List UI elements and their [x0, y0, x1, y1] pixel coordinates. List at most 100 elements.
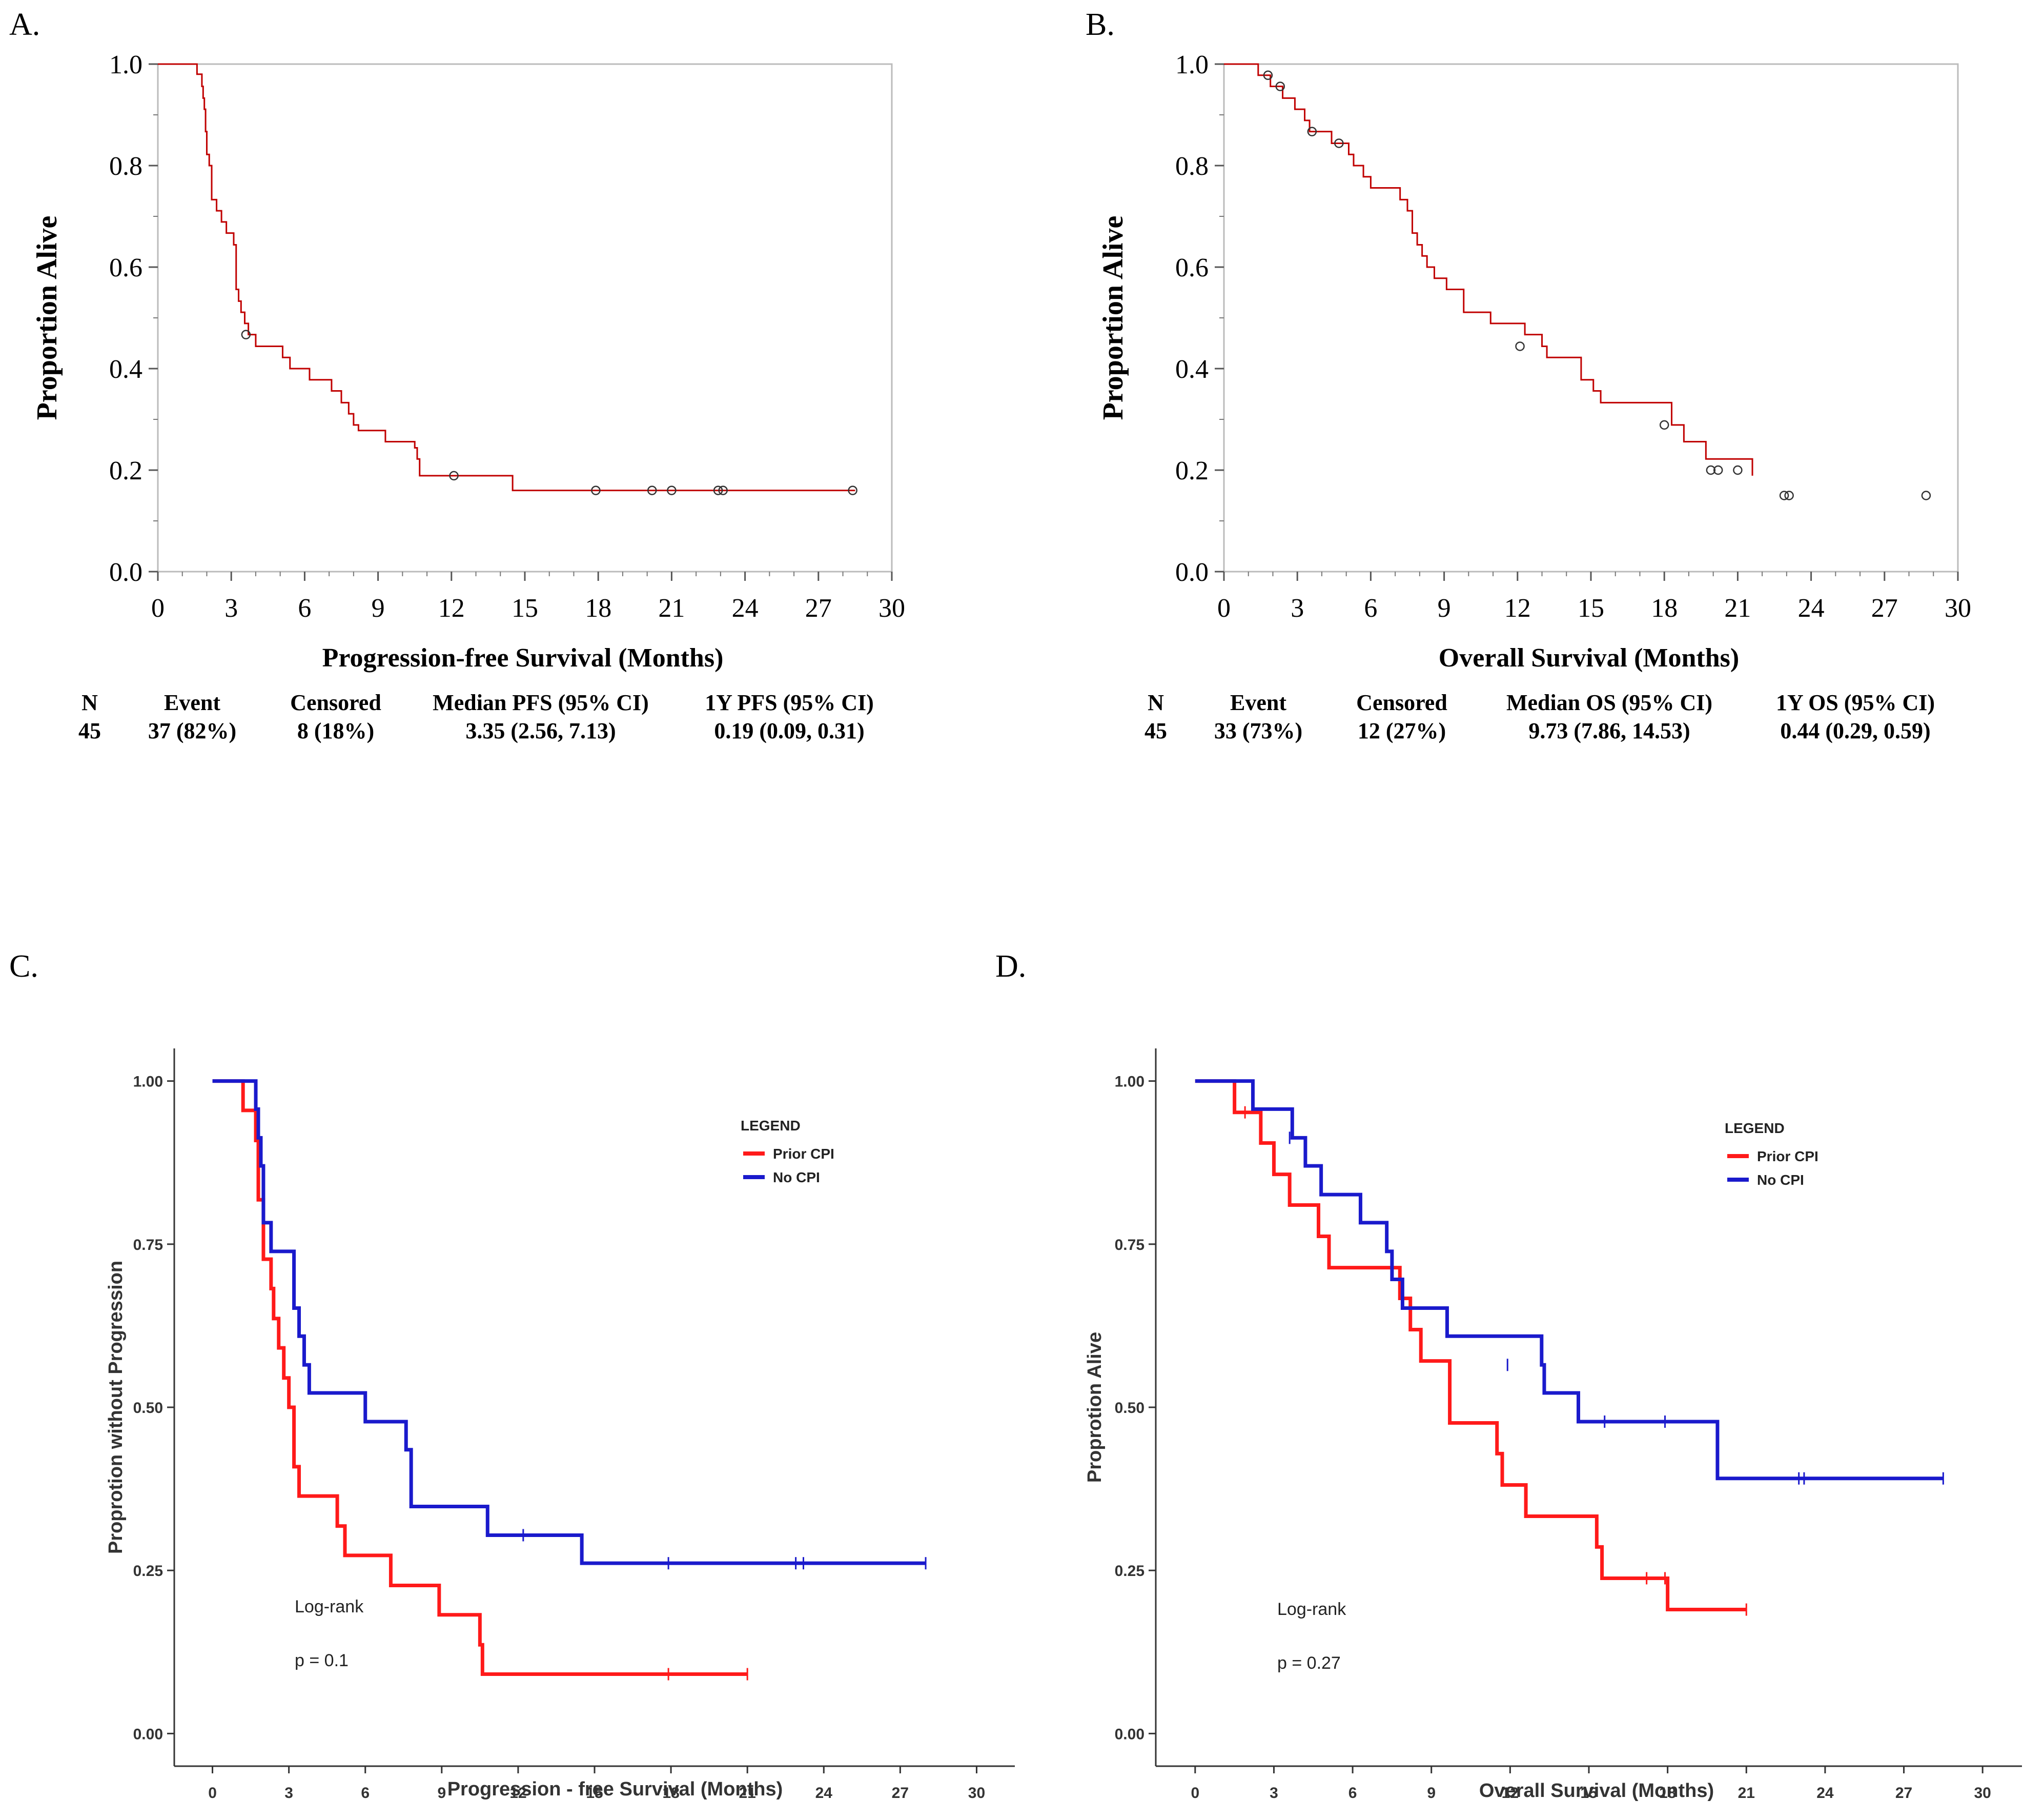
chart-c-series-prior-cpi	[212, 1079, 748, 1676]
chart-c-y-axis-label: Proprotion without Progression	[105, 1261, 127, 1554]
chart-c-logrank-label: Log-rank	[295, 1597, 364, 1616]
chart-c-legend: LEGEND Prior CPI No CPI	[741, 1118, 834, 1185]
chart-a-censor-mark	[713, 486, 723, 495]
chart-b-censor-mark	[1659, 420, 1669, 430]
chart-b-censor-mark	[1334, 138, 1344, 148]
chart-d-x-tick-label: 21	[1738, 1785, 1755, 1802]
table-b-value-censored: 12 (27%)	[1358, 718, 1446, 743]
chart-d-legend-prior-cpi: Prior CPI	[1757, 1148, 1818, 1164]
table-b-value-1y: 0.44 (0.29, 0.59)	[1780, 718, 1930, 743]
table-b-header-1y: 1Y OS (95% CI)	[1776, 690, 1935, 715]
chart-a-y-tick-label: 0.2	[109, 456, 142, 486]
chart-d-os-by-cpi: 0 3 6 9 12 15 18 21 24 27 30 0.00 0.25 0.50 0.75 1.00 Ov…	[1084, 1048, 2022, 1802]
chart-a-frame	[157, 63, 893, 573]
panel-b-label: B.	[1086, 7, 1115, 42]
chart-a-censor-mark	[591, 486, 601, 495]
chart-d-x-tick-label: 24	[1816, 1785, 1834, 1802]
table-a-value-n: 45	[78, 718, 101, 743]
chart-c-x-axis-label: Progression - free Survival (Months)	[447, 1778, 783, 1800]
table-b-value-median: 9.73 (7.86, 14.53)	[1528, 718, 1690, 743]
chart-c-y-tick-label: 0.50	[133, 1400, 163, 1417]
chart-d-x-tick-label: 9	[1427, 1785, 1436, 1802]
chart-b-y-tick-label: 0.2	[1175, 456, 1209, 486]
chart-b-x-tick-label: 21	[1724, 594, 1751, 623]
chart-b-x-tick-label: 12	[1504, 594, 1531, 623]
chart-d-series-prior-cpi	[1195, 1079, 1747, 1612]
chart-d-x-tick-label: 27	[1895, 1785, 1912, 1802]
chart-b-y-tick-label: 1.0	[1175, 50, 1209, 79]
chart-c-x-tick-label: 15	[586, 1785, 603, 1802]
chart-a-y-tick-label: 1.0	[109, 50, 142, 79]
chart-a-x-tick-label: 6	[298, 594, 311, 623]
chart-d-y-tick-label: 0.25	[1115, 1563, 1144, 1580]
chart-a-y-tick-label: 0.4	[109, 355, 142, 384]
chart-a-censor-mark	[241, 330, 251, 339]
chart-d-x-tick-label: 6	[1348, 1785, 1357, 1802]
chart-d-y-tick-label: 0.00	[1115, 1726, 1144, 1743]
chart-b-censor-mark	[1784, 491, 1794, 500]
chart-b-censor-mark	[1275, 82, 1285, 91]
summary-table-a: N Event Censored Median PFS (95% CI) 1Y …	[78, 690, 874, 743]
chart-d-x-tick-label: 18	[1659, 1785, 1676, 1802]
table-a-value-1y: 0.19 (0.09, 0.31)	[714, 718, 864, 743]
table-b-header-event: Event	[1230, 690, 1286, 715]
chart-a-x-axis-label: Progression-free Survival (Months)	[322, 643, 724, 673]
chart-c-x-tick-label: 24	[815, 1785, 833, 1802]
chart-b-censor-mark	[1307, 127, 1317, 136]
chart-a-x-tick-label: 30	[878, 594, 905, 623]
chart-b-censor-mark	[1713, 465, 1723, 475]
chart-d-x-tick-label: 0	[1191, 1785, 1199, 1802]
panel-a-label: A.	[9, 7, 40, 42]
chart-b-censor-mark	[1779, 491, 1789, 500]
chart-c-x-tick-label: 27	[892, 1785, 909, 1802]
chart-c-y-tick-label: 1.00	[133, 1074, 163, 1090]
chart-b-x-axis-label: Overall Survival (Months)	[1439, 643, 1739, 673]
table-b-header-n: N	[1148, 690, 1164, 715]
table-a-value-median: 3.35 (2.56, 7.13)	[465, 718, 616, 743]
chart-d-y-axis-label: Proprotion Alive	[1084, 1332, 1106, 1483]
chart-a-x-tick-label: 9	[372, 594, 385, 623]
chart-c-x-tick-label: 0	[208, 1785, 217, 1802]
chart-d-logrank-label: Log-rank	[1277, 1600, 1346, 1619]
chart-a-y-axis-label: Proportion Alive	[31, 216, 63, 420]
chart-b-frame	[1223, 63, 1959, 573]
chart-a-x-tick-label: 0	[151, 594, 165, 623]
chart-d-y-tick-label: 0.75	[1115, 1237, 1144, 1253]
chart-a-pfs-overall: 0 3 6 9 12 15 18 21 24 27 30 0.0 0.2 0.4 0.6 0.8 1.0 Prog…	[31, 50, 905, 673]
panel-d-label: D.	[995, 949, 1026, 984]
table-a-header-median: Median PFS (95% CI)	[433, 690, 649, 715]
chart-c-y-tick-label: 0.75	[133, 1237, 163, 1253]
table-a-value-event: 37 (82%)	[148, 718, 236, 743]
chart-b-x-tick-label: 27	[1871, 594, 1898, 623]
chart-c-x-tick-label: 21	[739, 1785, 755, 1802]
chart-b-os-overall: 0 3 6 9 12 15 18 21 24 27 30 0.0 0.2 0.4 0.6 0.8 1.0 Over…	[1097, 50, 1971, 673]
chart-b-x-tick-label: 30	[1945, 594, 1971, 623]
table-a-header-event: Event	[164, 690, 220, 715]
chart-d-y-tick-label: 1.00	[1115, 1074, 1144, 1090]
table-b-value-n: 45	[1144, 718, 1167, 743]
chart-b-censor-mark	[1706, 465, 1716, 475]
chart-a-y-tick-label: 0.6	[109, 253, 142, 282]
chart-a-censor-mark	[449, 471, 459, 481]
chart-d-legend-title: LEGEND	[1725, 1120, 1785, 1136]
chart-a-censor-mark	[848, 486, 857, 495]
table-a-header-n: N	[81, 690, 98, 715]
chart-a-censor-mark	[667, 486, 677, 495]
chart-d-x-axis-label: Overall Survival (Months)	[1479, 1780, 1714, 1802]
chart-d-x-tick-label: 12	[1502, 1785, 1519, 1802]
chart-c-x-tick-label: 6	[361, 1785, 370, 1802]
chart-b-y-tick-label: 0.8	[1175, 152, 1209, 181]
table-b-value-event: 33 (73%)	[1214, 718, 1302, 743]
table-a-header-1y: 1Y PFS (95% CI)	[705, 690, 874, 715]
chart-a-censor-mark	[718, 486, 728, 495]
panel-c-label: C.	[9, 949, 38, 984]
chart-b-censor-mark	[1515, 341, 1525, 351]
chart-d-y-tick-label: 0.50	[1115, 1400, 1144, 1417]
chart-b-x-tick-label: 18	[1651, 594, 1678, 623]
chart-a-x-tick-label: 12	[438, 594, 465, 623]
chart-b-censor-mark	[1733, 465, 1743, 475]
chart-d-x-tick-label: 30	[1974, 1785, 1991, 1802]
chart-a-x-tick-label: 21	[658, 594, 685, 623]
chart-b-x-tick-label: 15	[1578, 594, 1604, 623]
chart-b-series-all-patients	[1224, 63, 1753, 476]
